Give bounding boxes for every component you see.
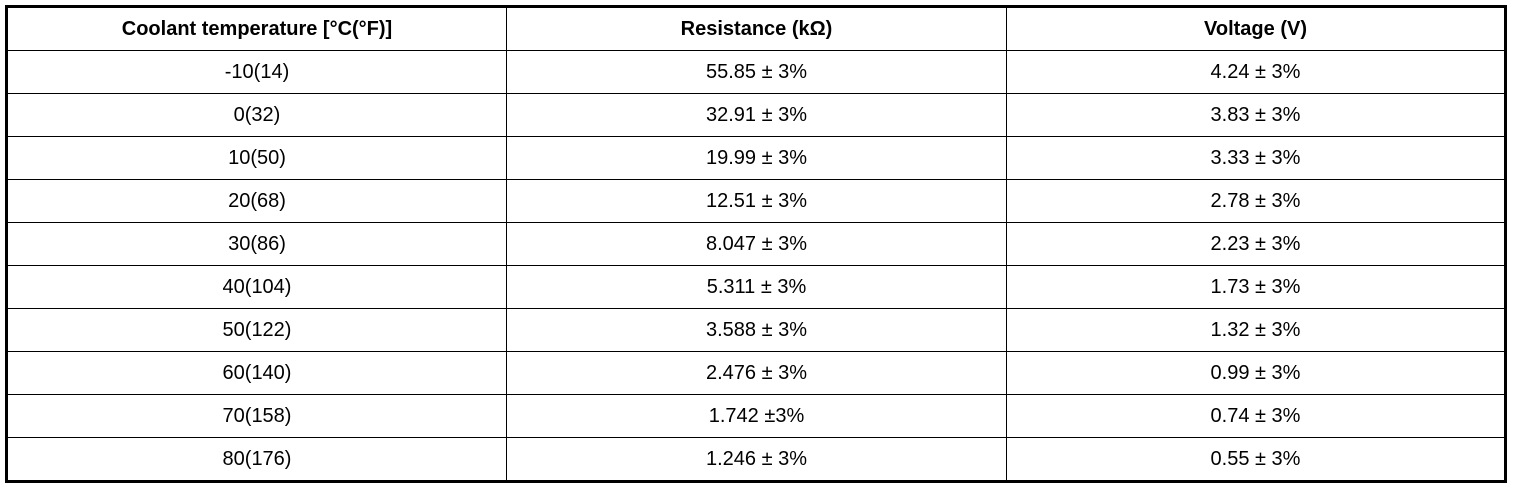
table-cell: 10(50)	[6, 136, 507, 180]
table-cell: 32.91 ± 3%	[506, 93, 1007, 137]
table-cell: 20(68)	[6, 179, 507, 223]
table-row: 40(104) 5.311 ± 3% 1.73 ± 3%	[6, 265, 1506, 309]
table-cell: 30(86)	[6, 222, 507, 266]
table-row: 0(32) 32.91 ± 3% 3.83 ± 3%	[6, 93, 1506, 137]
table-cell: 60(140)	[6, 351, 507, 395]
table-row: 80(176) 1.246 ± 3% 0.55 ± 3%	[6, 437, 1506, 482]
table-cell: 5.311 ± 3%	[506, 265, 1007, 309]
table-cell: 3.588 ± 3%	[506, 308, 1007, 352]
header-cell: Coolant temperature [°C(°F)]	[6, 6, 507, 51]
table-row: 70(158) 1.742 ±3% 0.74 ± 3%	[6, 394, 1506, 438]
table-cell: 50(122)	[6, 308, 507, 352]
table-cell: 0.74 ± 3%	[1006, 394, 1506, 438]
table-row: 30(86) 8.047 ± 3% 2.23 ± 3%	[6, 222, 1506, 266]
table-cell: 3.83 ± 3%	[1006, 93, 1506, 137]
table-cell: 1.73 ± 3%	[1006, 265, 1506, 309]
table-cell: 8.047 ± 3%	[506, 222, 1007, 266]
table-row: 50(122) 3.588 ± 3% 1.32 ± 3%	[6, 308, 1506, 352]
table-cell: 4.24 ± 3%	[1006, 50, 1506, 94]
table-cell: 0(32)	[6, 93, 507, 137]
table-cell: 1.742 ±3%	[506, 394, 1007, 438]
table-cell: 2.476 ± 3%	[506, 351, 1007, 395]
table-cell: 80(176)	[6, 437, 507, 482]
table-row: 60(140) 2.476 ± 3% 0.99 ± 3%	[6, 351, 1506, 395]
table-cell: 19.99 ± 3%	[506, 136, 1007, 180]
table-cell: 70(158)	[6, 394, 507, 438]
table-row: -10(14) 55.85 ± 3% 4.24 ± 3%	[6, 50, 1506, 94]
table-cell: 2.78 ± 3%	[1006, 179, 1506, 223]
table-body: -10(14) 55.85 ± 3% 4.24 ± 3% 0(32) 32.91 ± 3…	[6, 50, 1506, 482]
table-cell: 55.85 ± 3%	[506, 50, 1007, 94]
table-row: 10(50) 19.99 ± 3% 3.33 ± 3%	[6, 136, 1506, 180]
table-cell: 2.23 ± 3%	[1006, 222, 1506, 266]
table-cell: 1.246 ± 3%	[506, 437, 1007, 482]
coolant-table: Coolant temperature [°C(°F)] Resistance (…	[5, 5, 1507, 483]
table-cell: 1.32 ± 3%	[1006, 308, 1506, 352]
header-cell: Voltage (V)	[1006, 6, 1506, 51]
table-cell: -10(14)	[6, 50, 507, 94]
table-row: 20(68) 12.51 ± 3% 2.78 ± 3%	[6, 179, 1506, 223]
table-cell: 0.55 ± 3%	[1006, 437, 1506, 482]
header-row: Coolant temperature [°C(°F)] Resistance (…	[6, 6, 1506, 51]
table-cell: 40(104)	[6, 265, 507, 309]
table-cell: 12.51 ± 3%	[506, 179, 1007, 223]
table-cell: 3.33 ± 3%	[1006, 136, 1506, 180]
header-cell: Resistance (kΩ)	[506, 6, 1007, 51]
table-cell: 0.99 ± 3%	[1006, 351, 1506, 395]
